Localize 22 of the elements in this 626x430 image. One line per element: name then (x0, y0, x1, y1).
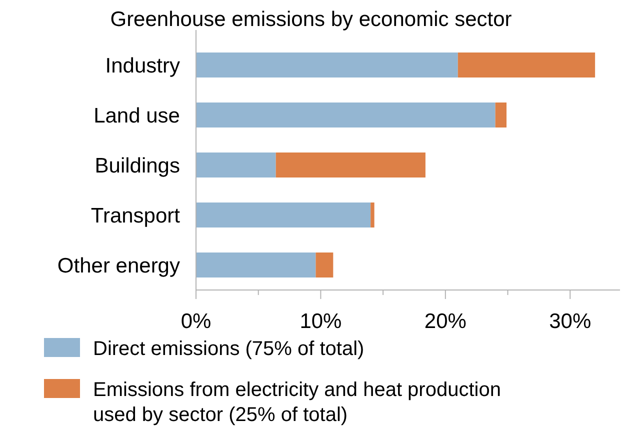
x-tick-label: 20% (424, 310, 466, 333)
y-tick-label: Transport (90, 204, 180, 228)
bar (196, 152, 276, 178)
y-tick-label: Industry (105, 54, 180, 78)
y-tick-label: Land use (94, 104, 180, 128)
legend-label: Direct emissions (75% of total) (93, 338, 364, 360)
bar (196, 252, 316, 278)
bar (196, 202, 371, 228)
bar (458, 52, 596, 78)
bar (196, 102, 496, 128)
legend-label: Emissions from electricity and heat production used by sector (25% of total) (93, 379, 501, 426)
bar (316, 252, 334, 278)
bar (370, 202, 374, 228)
bar (495, 102, 507, 128)
bar (276, 152, 426, 178)
x-tick-label: 30% (549, 310, 592, 333)
y-tick-label: Buildings (94, 154, 180, 178)
x-tick-label: 10% (300, 310, 342, 333)
x-tick-label: 0% (180, 310, 212, 333)
chart-title: Greenhouse emissions by economic sector (110, 8, 512, 31)
bar (196, 52, 458, 78)
y-tick-label: Other energy (57, 254, 180, 278)
